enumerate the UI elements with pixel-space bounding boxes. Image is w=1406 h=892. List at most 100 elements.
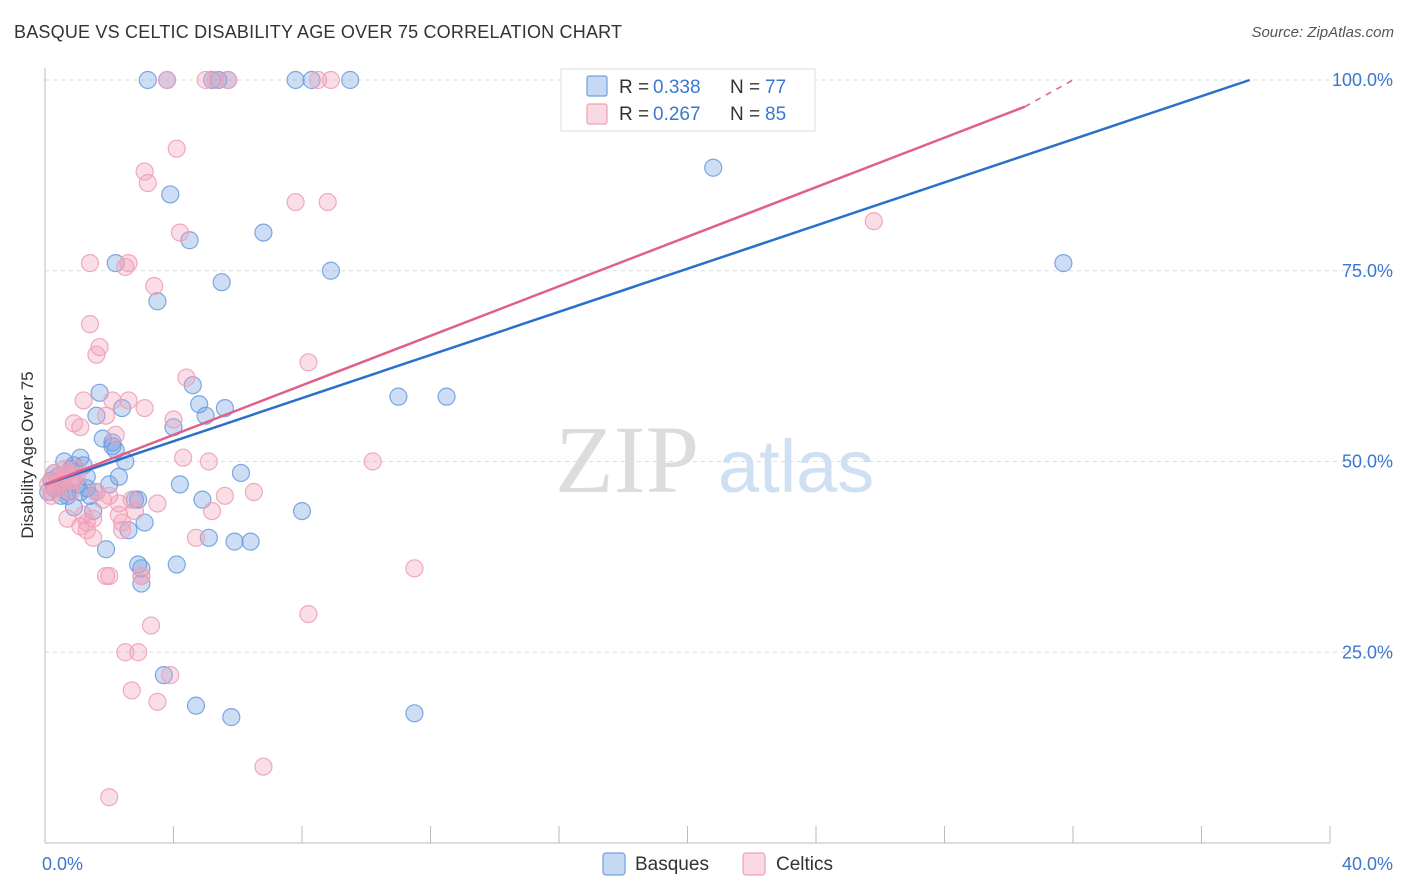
y-tick-label: 75.0% — [1342, 261, 1393, 281]
stats-n-label: N = — [730, 104, 760, 125]
basques-point — [321, 261, 341, 280]
stats-n-value-basques: 77 — [765, 77, 786, 98]
basques-point — [183, 376, 202, 395]
celtics-point — [74, 391, 93, 410]
celtics-point — [219, 70, 238, 90]
celtics-point — [148, 692, 167, 711]
celtics-point — [254, 757, 273, 776]
basques-point — [161, 185, 180, 204]
legend-swatch-celtics — [742, 852, 766, 876]
legend-label-celtics: Celtics — [776, 854, 833, 875]
celtics-point — [100, 486, 119, 505]
basques-trend-line — [44, 78, 1251, 486]
tick-labels: 25.0% 50.0% 75.0% 100.0% 0.0% 40.0% — [42, 70, 1393, 874]
celtics-point — [286, 192, 305, 212]
celtics-point — [405, 559, 424, 578]
celtics-point — [161, 666, 180, 685]
basques-point — [132, 574, 151, 593]
celtics-point — [138, 173, 157, 193]
celtics-point — [206, 70, 225, 90]
basques-point — [64, 498, 84, 517]
basques-point — [112, 398, 132, 418]
stats-swatch-basques — [586, 75, 608, 97]
series-celtics — [39, 70, 883, 807]
celtics-point — [74, 505, 93, 525]
series-legend: Basques Celtics — [602, 852, 833, 876]
basques-point — [222, 708, 241, 727]
basques-point — [148, 292, 167, 311]
trend-lines — [44, 78, 1251, 486]
celtics-point — [90, 337, 109, 357]
celtics-point — [77, 521, 96, 540]
celtics-point — [71, 418, 90, 437]
celtics-point — [135, 398, 154, 418]
legend-swatch-basques — [602, 852, 626, 876]
celtics-point — [84, 509, 103, 528]
celtics-point — [129, 643, 148, 662]
celtics-point — [84, 528, 103, 547]
axes — [44, 68, 1331, 844]
celtics-point — [299, 604, 318, 624]
celtics-point — [164, 410, 183, 429]
celtics-point — [148, 494, 167, 513]
basques-point — [87, 406, 106, 425]
celtics-point — [321, 70, 341, 90]
basques-point — [212, 273, 231, 292]
celtics-point — [80, 254, 100, 273]
celtics-point — [299, 353, 318, 372]
celtics-point — [244, 482, 263, 502]
basques-point — [704, 158, 723, 177]
y-tick-label: 100.0% — [1332, 70, 1393, 90]
x-tick-label: 0.0% — [42, 854, 83, 874]
celtics-point — [157, 70, 177, 90]
gridlines — [45, 79, 1392, 653]
basques-point — [231, 463, 251, 483]
celtics-point — [122, 681, 141, 700]
celtics-point — [167, 139, 186, 158]
series-basques — [39, 70, 1073, 727]
basques-point — [405, 704, 424, 723]
basques-point — [389, 387, 408, 406]
celtics-point — [119, 254, 138, 273]
stats-r-value-basques: 0.338 — [653, 77, 701, 98]
basques-point — [96, 540, 116, 559]
y-tick-label: 50.0% — [1342, 452, 1393, 472]
basques-point — [254, 223, 273, 242]
celtics-point — [170, 223, 190, 242]
basques-point — [199, 528, 218, 547]
basques-point — [129, 490, 148, 509]
basques-point — [132, 559, 151, 578]
basques-point — [106, 254, 125, 273]
basques-point — [341, 70, 360, 90]
celtics-point — [106, 425, 125, 444]
stats-r-value-celtics: 0.267 — [653, 104, 701, 125]
celtics-point — [174, 448, 193, 467]
celtics-point — [122, 490, 141, 509]
basques-point — [167, 555, 186, 574]
celtics-point — [145, 276, 164, 296]
celtics-point — [363, 452, 382, 471]
celtics-point — [202, 501, 222, 521]
celtics-point — [132, 566, 151, 586]
stats-n-value-celtics: 85 — [765, 104, 786, 125]
celtics-point — [100, 788, 119, 807]
celtics-point — [141, 616, 161, 635]
celtics-point — [864, 212, 883, 231]
basques-point — [286, 70, 305, 90]
legend-label-basques: Basques — [635, 854, 709, 875]
x-tick-label: 40.0% — [1342, 854, 1393, 874]
celtics-trend-extension — [1024, 79, 1074, 108]
celtics-point — [42, 486, 61, 505]
basques-point — [437, 387, 456, 406]
celtics-point — [215, 486, 234, 505]
basques-point — [119, 521, 138, 540]
basques-point — [109, 467, 128, 486]
basques-point — [302, 70, 321, 90]
basques-point — [180, 231, 199, 250]
celtics-point — [125, 501, 145, 521]
basques-point — [225, 532, 244, 551]
basques-point — [292, 501, 312, 521]
basques-point — [154, 666, 173, 685]
stats-swatch-celtics — [586, 103, 608, 125]
stats-r-label: R = — [619, 77, 649, 98]
